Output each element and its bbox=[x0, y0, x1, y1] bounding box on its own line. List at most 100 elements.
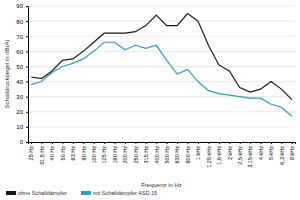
x-tick-label: 3,15 kHz bbox=[247, 146, 253, 168]
x-tick-label: 800 Hz bbox=[185, 146, 191, 164]
y-tick: 20 bbox=[16, 109, 28, 115]
x-tick: 250 Hz bbox=[133, 142, 139, 163]
y-axis-line bbox=[26, 7, 29, 143]
x-tick-mark bbox=[208, 142, 209, 144]
y-tick-label: 90 bbox=[16, 3, 23, 9]
x-axis-line bbox=[29, 143, 296, 145]
x-tick: 315 Hz bbox=[143, 142, 149, 163]
x-tick: 400 Hz bbox=[154, 142, 160, 163]
x-tick-label: 25 Hz bbox=[28, 146, 34, 161]
x-tick: 50 Hz bbox=[60, 142, 66, 160]
x-tick-label: 8 kHz bbox=[289, 146, 295, 160]
x-tick-mark bbox=[271, 142, 272, 144]
x-tick-mark bbox=[250, 142, 251, 144]
y-tick-label: 60 bbox=[16, 49, 23, 55]
y-tick-label: 20 bbox=[16, 109, 23, 115]
y-tick: 30 bbox=[16, 94, 28, 100]
x-tick: 2 kHz bbox=[227, 142, 233, 160]
x-tick: 2,5 kHz bbox=[237, 142, 243, 165]
x-tick-mark bbox=[167, 142, 168, 144]
y-tick-mark bbox=[26, 36, 28, 37]
x-tick: 800 Hz bbox=[185, 142, 191, 163]
plot: 010203040506070809025 Hz31,5 Hz40 Hz50 H… bbox=[16, 3, 295, 167]
grid-line bbox=[28, 81, 295, 82]
x-tick-mark bbox=[188, 142, 189, 144]
legend-swatch bbox=[81, 191, 91, 195]
y-tick-label: 40 bbox=[16, 79, 23, 85]
series-line bbox=[31, 42, 292, 116]
x-tick: 3,15 kHz bbox=[247, 142, 253, 168]
x-tick: 8 kHz bbox=[289, 142, 295, 160]
y-tick: 60 bbox=[16, 49, 28, 55]
x-tick: 160 Hz bbox=[112, 142, 118, 163]
x-tick: 25 Hz bbox=[28, 142, 34, 160]
x-tick: 40 Hz bbox=[49, 142, 55, 160]
y-tick-mark bbox=[26, 127, 28, 128]
y-tick-label: 70 bbox=[16, 34, 23, 40]
x-tick-label: 160 Hz bbox=[112, 146, 118, 164]
x-tick-label: 4 kHz bbox=[258, 146, 264, 160]
x-tick: 6,3 kHz bbox=[279, 142, 285, 165]
x-tick: 1,6 kHz bbox=[216, 142, 222, 165]
y-tick: 40 bbox=[16, 79, 28, 85]
x-tick-label: 2 kHz bbox=[227, 146, 233, 160]
lines bbox=[31, 14, 292, 117]
x-tick-mark bbox=[229, 142, 230, 144]
x-tick-label: 100 Hz bbox=[91, 146, 97, 164]
x-tick-label: 500 Hz bbox=[164, 146, 170, 164]
grid-line bbox=[28, 51, 295, 52]
x-tick: 125 Hz bbox=[101, 142, 107, 163]
x-tick-mark bbox=[198, 142, 199, 144]
legend-item: mit Schalldämpfer ASD 15 bbox=[81, 190, 157, 196]
x-axis-title: Frequenz in Hz bbox=[141, 182, 182, 188]
x-tick-mark bbox=[115, 142, 116, 144]
x-tick-mark bbox=[240, 142, 241, 144]
x-tick: 1 kHz bbox=[195, 142, 201, 160]
x-tick-mark bbox=[31, 142, 32, 144]
y-tick: 10 bbox=[16, 124, 28, 130]
x-tick: 80 Hz bbox=[81, 142, 87, 160]
y-axis: 0102030405060708090 bbox=[16, 3, 28, 145]
x-tick: 1,25 kHz bbox=[206, 142, 212, 168]
legend-label: ohne Schalldämpfer bbox=[18, 190, 67, 196]
x-tick-label: 1 kHz bbox=[195, 146, 201, 160]
y-tick-mark bbox=[26, 6, 28, 7]
x-tick-mark bbox=[62, 142, 63, 144]
y-axis-title: Schalldruckpegel in dB(A) bbox=[4, 39, 10, 108]
grid-line bbox=[28, 126, 295, 127]
x-tick-label: 1,25 kHz bbox=[206, 146, 212, 168]
x-tick-label: 1,6 kHz bbox=[216, 146, 222, 165]
x-tick-mark bbox=[52, 142, 53, 144]
x-tick-mark bbox=[219, 142, 220, 144]
y-tick-mark bbox=[26, 66, 28, 67]
x-tick-label: 630 Hz bbox=[174, 146, 180, 164]
x-tick: 4 kHz bbox=[258, 142, 264, 160]
x-tick-mark bbox=[135, 142, 136, 144]
legend-item: ohne Schalldämpfer bbox=[6, 190, 67, 196]
x-tick-mark bbox=[146, 142, 147, 144]
x-tick-mark bbox=[281, 142, 282, 144]
x-tick-label: 125 Hz bbox=[101, 146, 107, 164]
x-tick: 5 kHz bbox=[268, 142, 274, 160]
x-tick-label: 400 Hz bbox=[154, 146, 160, 164]
x-tick-label: 6,3 kHz bbox=[279, 146, 285, 165]
x-tick: 630 Hz bbox=[174, 142, 180, 163]
x-tick-label: 200 Hz bbox=[122, 146, 128, 164]
y-tick: 0 bbox=[20, 139, 28, 145]
x-tick: 500 Hz bbox=[164, 142, 170, 163]
legend-swatch bbox=[6, 191, 16, 195]
x-tick: 63 Hz bbox=[70, 142, 76, 160]
x-tick-mark bbox=[42, 142, 43, 144]
y-tick-mark bbox=[26, 21, 28, 22]
x-tick-label: 315 Hz bbox=[143, 146, 149, 164]
x-tick-label: 250 Hz bbox=[133, 146, 139, 164]
x-tick-mark bbox=[292, 142, 293, 144]
y-tick: 90 bbox=[16, 3, 28, 9]
x-tick: 31,5 Hz bbox=[39, 142, 45, 165]
y-tick: 80 bbox=[16, 19, 28, 25]
y-tick-mark bbox=[26, 82, 28, 83]
grid-line bbox=[28, 66, 295, 67]
y-tick-mark bbox=[26, 142, 28, 143]
x-tick-label: 40 Hz bbox=[49, 146, 55, 161]
x-tick-mark bbox=[125, 142, 126, 144]
